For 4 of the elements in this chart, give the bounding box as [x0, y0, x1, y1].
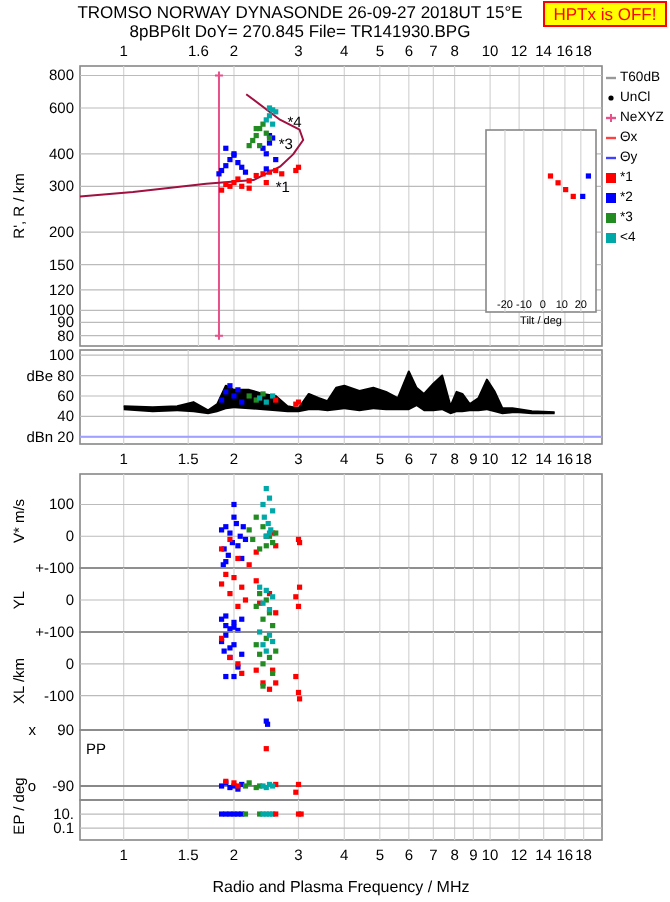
chart-title: TROMSO NORWAY DYNASONDE 26-09-27 2018UT 15°E	[77, 2, 524, 22]
text: HPTx is OFF!	[553, 4, 657, 24]
chart-subtitle: 8pBP6It DoY= 270.845 File= TR141930.BPG	[129, 21, 471, 41]
x-axis-title: Radio and Plasma Frequency / MHz	[212, 878, 470, 896]
